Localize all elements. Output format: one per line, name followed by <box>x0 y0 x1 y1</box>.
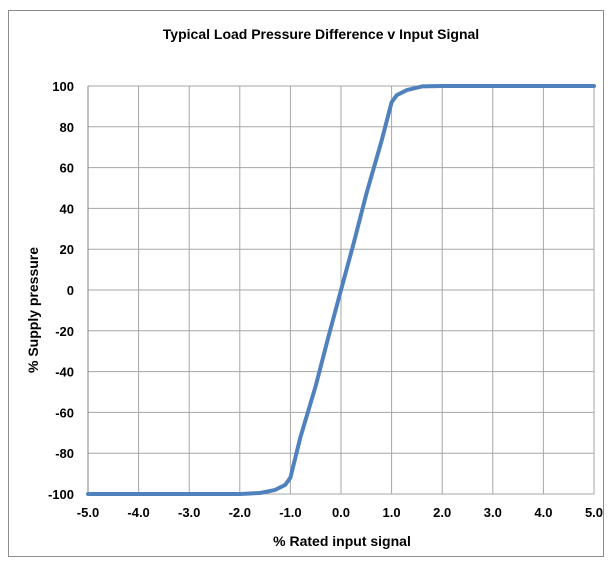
chart-frame <box>8 10 604 557</box>
x-tick-label: 5.0 <box>585 505 603 520</box>
y-tick-label: 60 <box>60 161 74 176</box>
series-group <box>86 84 596 496</box>
x-tick-label: -5.0 <box>77 505 99 520</box>
x-tick-label: -3.0 <box>178 505 200 520</box>
y-tick-label: -80 <box>55 446 74 461</box>
y-tick-label: -100 <box>48 487 74 502</box>
y-tick-label: 20 <box>60 242 74 257</box>
x-tick-label: 3.0 <box>484 505 502 520</box>
x-tick-label: 1.0 <box>383 505 401 520</box>
y-axis-label: % Supply pressure <box>25 247 41 373</box>
grid-lines <box>87 85 595 495</box>
y-tick-label: 0 <box>67 283 74 298</box>
y-tick-label: -40 <box>55 365 74 380</box>
chart-title: Typical Load Pressure Difference v Input… <box>163 26 479 42</box>
y-tick-label: 40 <box>60 201 74 216</box>
x-tick-label: 2.0 <box>433 505 451 520</box>
y-tick-label: 100 <box>52 79 74 94</box>
x-tick-label: -1.0 <box>279 505 301 520</box>
y-tick-label: 80 <box>60 120 74 135</box>
x-tick-label: -2.0 <box>229 505 251 520</box>
series-line <box>86 84 596 496</box>
x-axis-label: % Rated input signal <box>273 533 411 549</box>
y-tick-label: -60 <box>55 405 74 420</box>
x-tick-label: 0.0 <box>332 505 350 520</box>
x-tick-label: -4.0 <box>127 505 149 520</box>
x-tick-label: 4.0 <box>534 505 552 520</box>
y-tick-label: -20 <box>55 324 74 339</box>
tick-labels: -5.0 -4.0 -3.0 -2.0 -1.0 0.0 1.0 2.0 3.0 4.0 5.0 -1… <box>48 79 603 520</box>
